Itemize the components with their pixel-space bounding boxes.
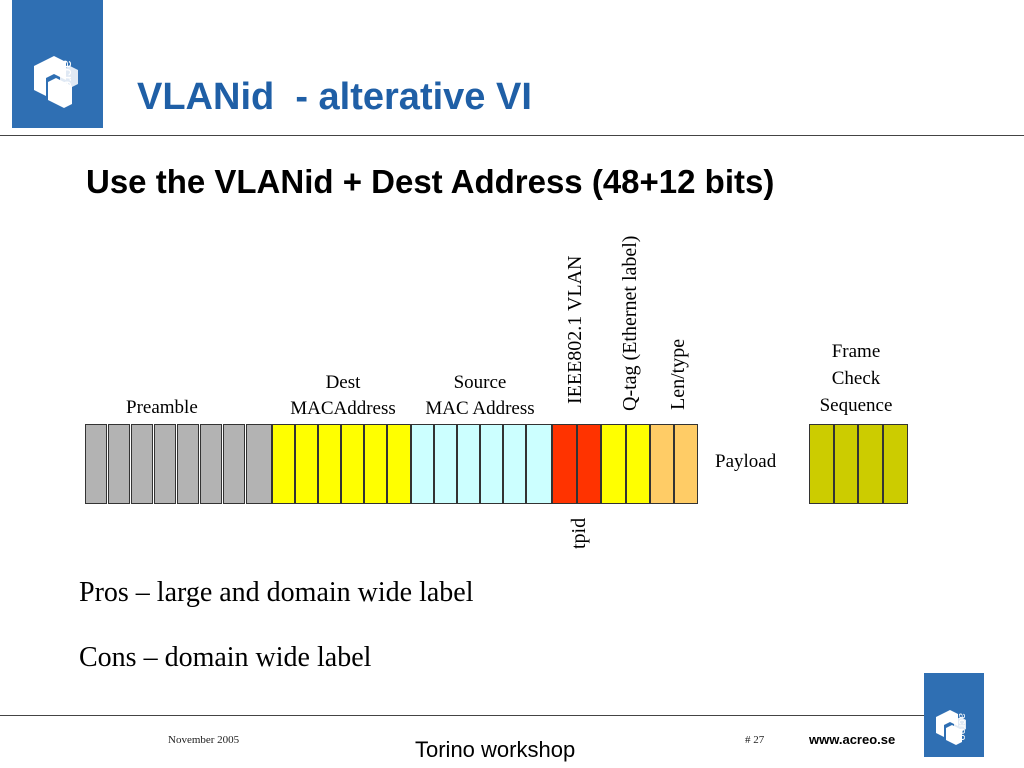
preamble-cell (154, 424, 176, 504)
footer-page-number: # 27 (745, 734, 765, 746)
dest-mac-cell (295, 424, 318, 504)
preamble-cell (200, 424, 222, 504)
slide-subtitle: Use the VLANid + Dest Address (48+12 bit… (86, 163, 775, 200)
fcs-cell (883, 424, 908, 504)
footer-divider (0, 715, 924, 716)
qtag-cell (626, 424, 650, 504)
dest-label-line2: MACAddress (290, 398, 396, 419)
lentype-cell (674, 424, 698, 504)
source-mac-cell (411, 424, 434, 504)
fcs-label-line3: Sequence (819, 395, 893, 416)
preamble-cell (85, 424, 107, 504)
preamble-cell (177, 424, 199, 504)
source-mac-cell (434, 424, 457, 504)
dest-mac-cell (272, 424, 295, 504)
source-mac-cell (503, 424, 526, 504)
cons-point: Cons – domain wide label (79, 642, 372, 673)
preamble-cell (223, 424, 245, 504)
fcs-label-line2: Check (831, 368, 881, 389)
dest-mac-cell (387, 424, 411, 504)
tpid-cell (577, 424, 601, 504)
preamble-label: Preamble (126, 397, 198, 418)
footer-date: November 2005 (168, 734, 240, 746)
source-label-line2: MAC Address (425, 398, 535, 419)
dest-mac-cell (364, 424, 387, 504)
dest-label: Dest MACAddress (279, 370, 407, 422)
acreo-logo-mark (34, 56, 78, 108)
header-divider (0, 135, 1024, 136)
fcs-cell (809, 424, 834, 504)
source-label-line1: Source (453, 372, 507, 393)
footer-logo-mark (936, 710, 966, 745)
tpid-cell (552, 424, 577, 504)
fcs-cell (858, 424, 883, 504)
tpid-label: tpid (568, 517, 590, 549)
pros-point: Pros – large and domain wide label (79, 577, 474, 608)
footer-logo-text: acreo (956, 713, 968, 741)
payload-label: Payload (715, 451, 777, 472)
source-mac-cell (526, 424, 552, 504)
qtag-cell (601, 424, 626, 504)
slide-title: VLANid - alterative VI (137, 76, 532, 118)
preamble-cell (131, 424, 153, 504)
source-mac-cell (457, 424, 480, 504)
footer-url: www.acreo.se (809, 732, 896, 747)
fcs-label: Frame Check Sequence (806, 338, 906, 419)
source-mac-cell (480, 424, 503, 504)
lentype-cell (650, 424, 674, 504)
footer-acreo-logo: acreo (924, 673, 984, 757)
fcs-label-line1: Frame (831, 341, 881, 362)
source-label: Source MAC Address (414, 370, 546, 422)
dest-label-line1: Dest (325, 372, 361, 393)
preamble-cell (108, 424, 130, 504)
fcs-cell (834, 424, 858, 504)
acreo-logo: acreo (12, 0, 103, 128)
dest-mac-cell (341, 424, 364, 504)
preamble-cell (246, 424, 272, 504)
dest-mac-cell (318, 424, 341, 504)
footer-event: Torino workshop (415, 737, 576, 762)
